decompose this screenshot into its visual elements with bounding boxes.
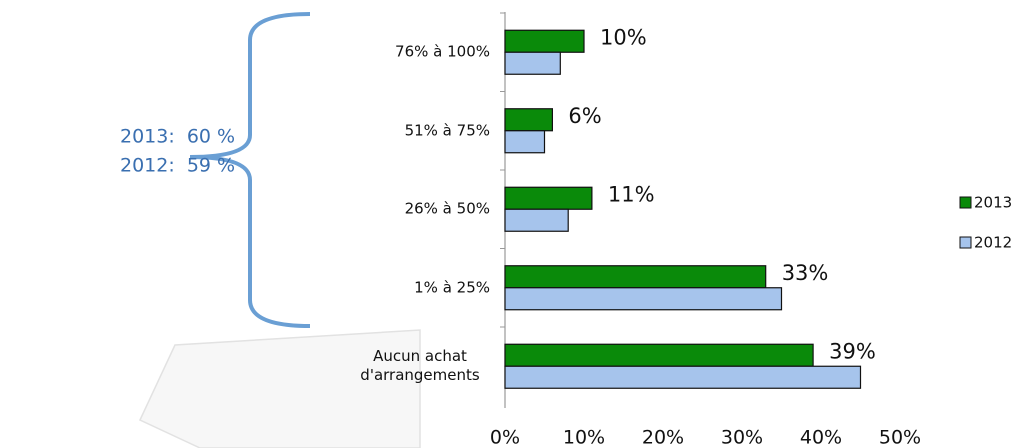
y-tick-label: 1% à 25% [414, 278, 490, 297]
y-tick-label: Aucun achat d'arrangements [360, 347, 480, 385]
annotation: 2012: 59 % [120, 155, 235, 177]
bar [504, 265, 767, 289]
bar [504, 208, 569, 232]
value-label: 10% [600, 25, 647, 49]
legend-swatch [959, 196, 972, 209]
y-tick-label: 76% à 100% [395, 42, 490, 61]
y-tick-label: 26% à 50% [404, 199, 490, 218]
bar [504, 186, 593, 210]
value-label: 6% [568, 104, 601, 128]
x-tick-label: 50% [879, 427, 921, 448]
value-label: 39% [829, 339, 876, 363]
legend-label: 2012 [974, 234, 1012, 252]
y-tick-label: 51% à 75% [404, 121, 490, 140]
x-tick-label: 10% [563, 427, 605, 448]
bar [504, 343, 814, 367]
bar [504, 51, 561, 75]
x-tick-label: 20% [642, 427, 684, 448]
bar [504, 287, 783, 311]
legend-label: 2013 [974, 194, 1012, 212]
decor-shape [139, 329, 421, 448]
value-label: 33% [782, 261, 829, 285]
bar [504, 130, 546, 154]
bar [504, 365, 862, 389]
value-label: 11% [608, 182, 655, 206]
brace [189, 12, 311, 328]
x-tick-label: 0% [490, 427, 520, 448]
bar [504, 29, 585, 53]
annotation: 2013: 60 % [120, 126, 235, 148]
bar [504, 108, 554, 132]
x-tick-label: 30% [721, 427, 763, 448]
legend-swatch [959, 236, 972, 249]
x-tick-label: 40% [800, 427, 842, 448]
